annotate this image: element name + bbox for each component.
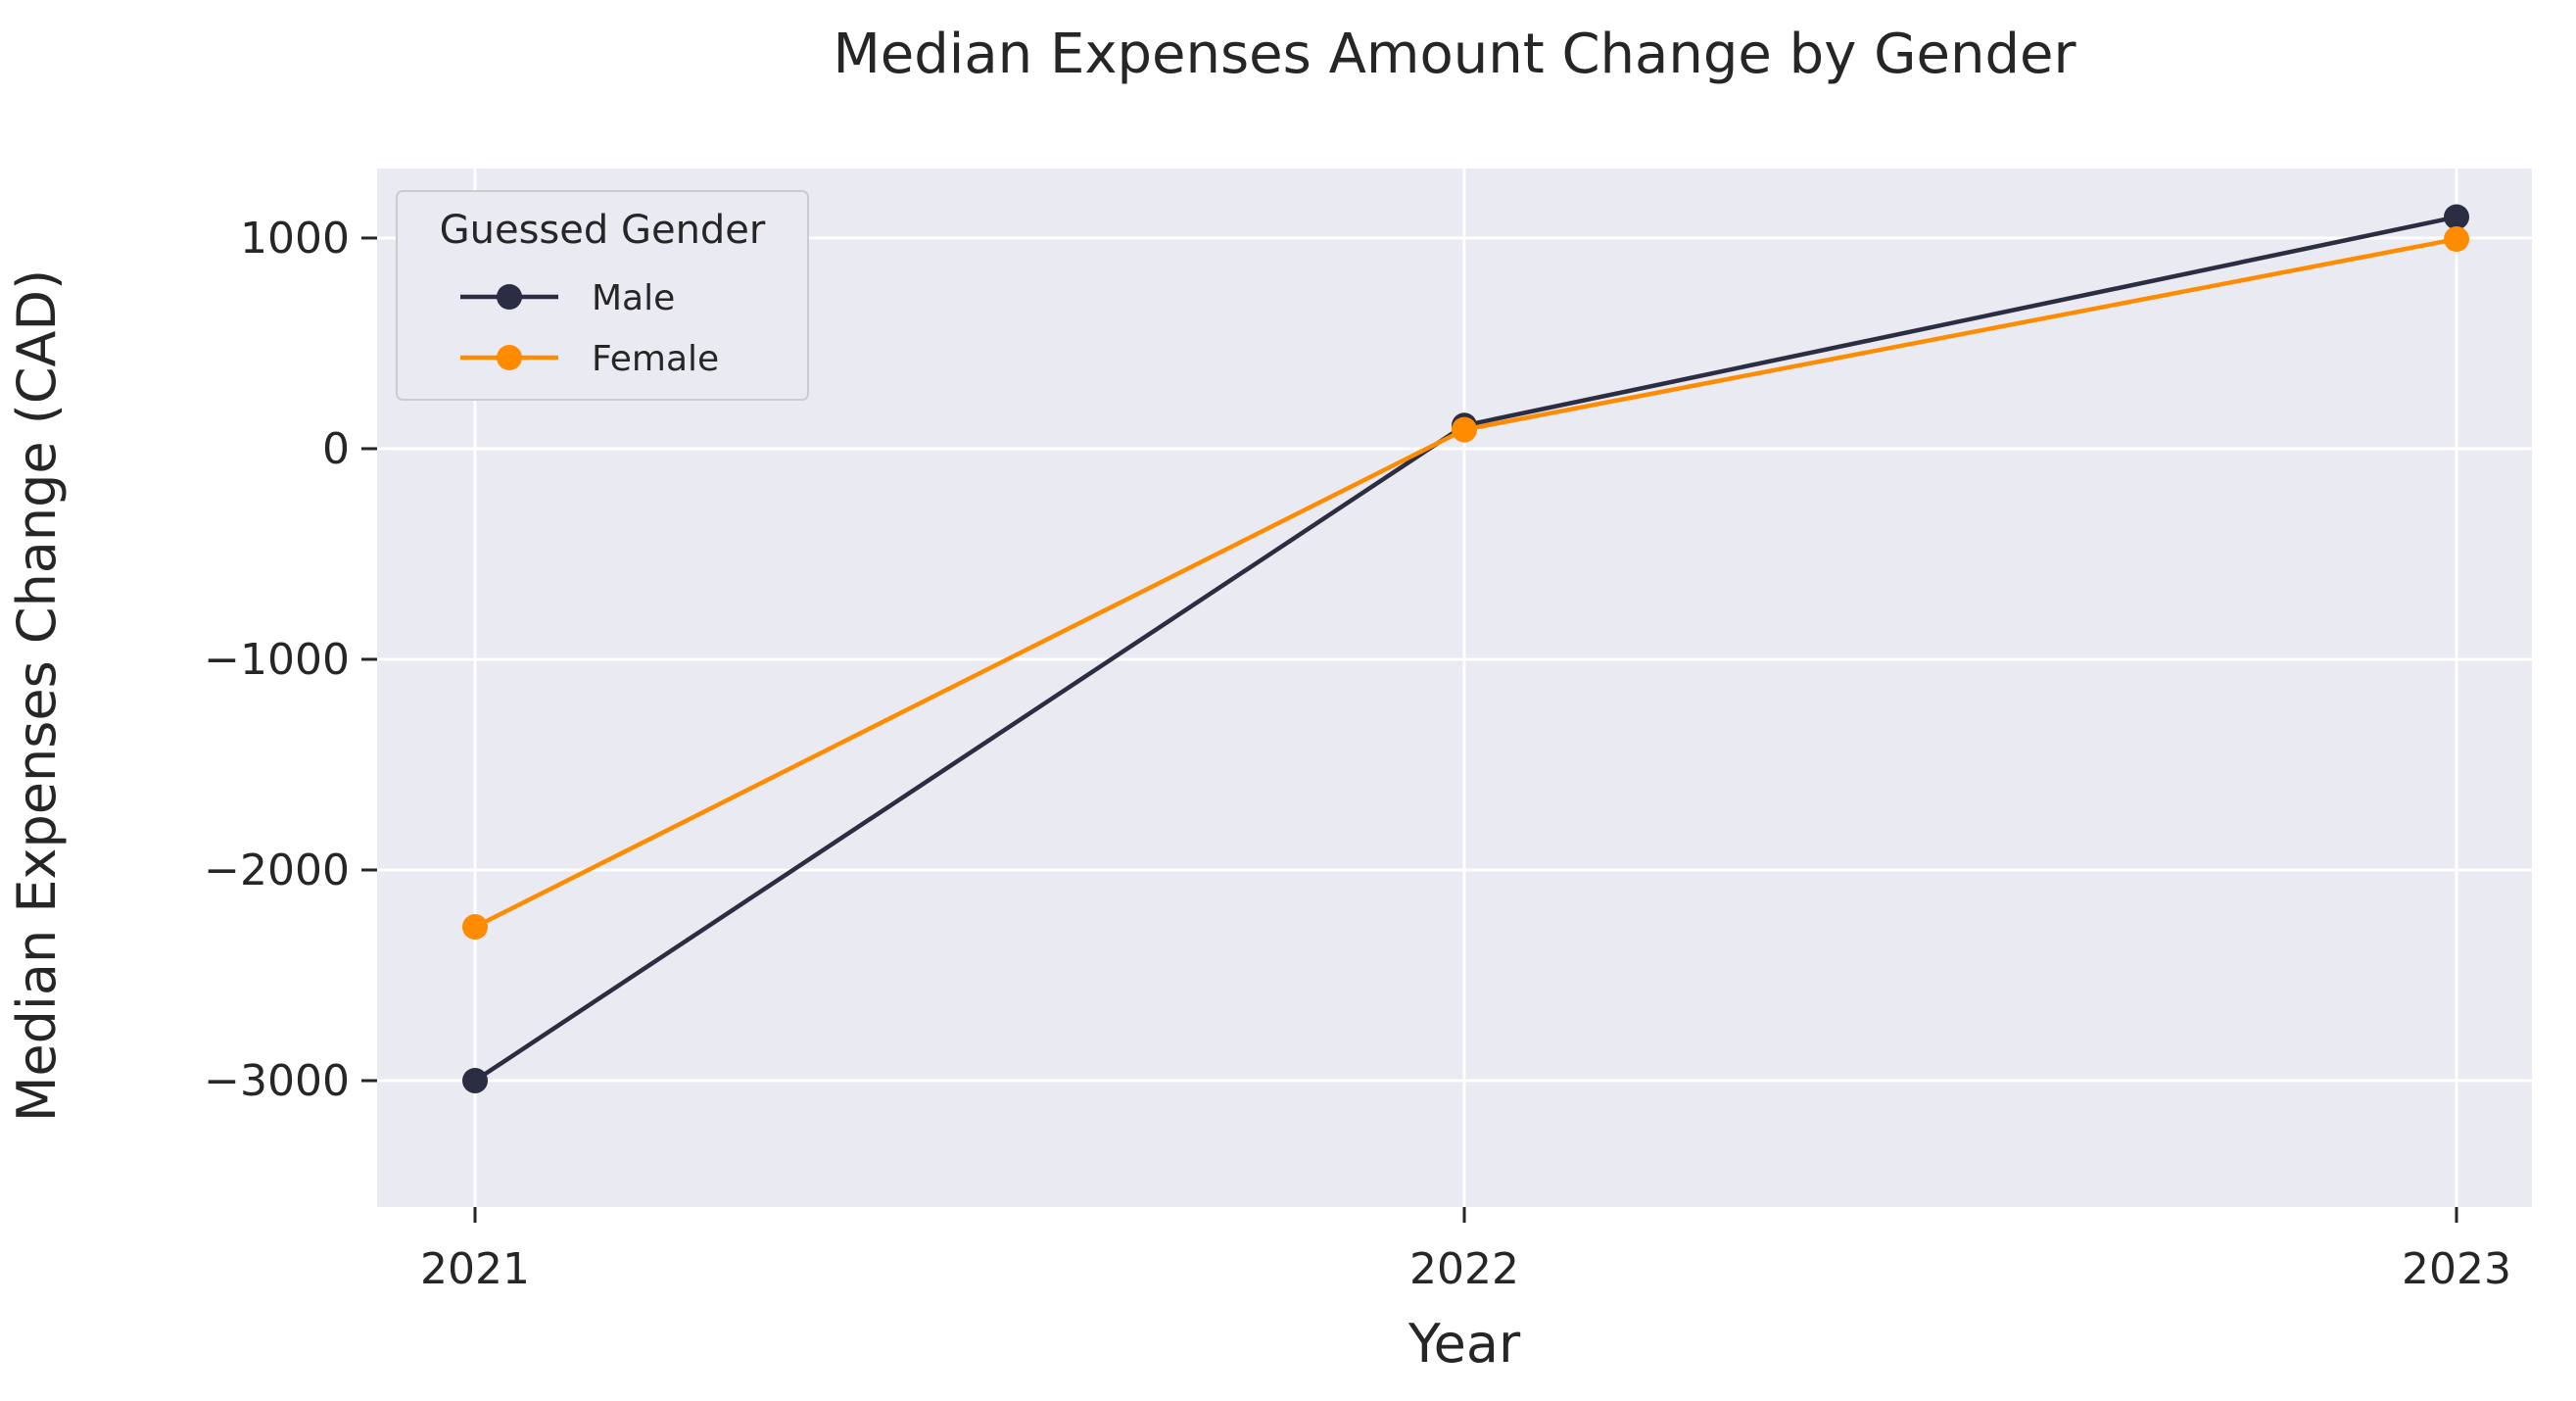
grid xyxy=(377,169,2532,1207)
legend-title: Guessed Gender xyxy=(440,208,766,253)
data-point-male xyxy=(462,1067,488,1093)
legend-label-female: Female xyxy=(592,339,719,379)
x-tick-label: 2021 xyxy=(420,1244,530,1294)
y-tick-label: −1000 xyxy=(204,635,350,685)
data-point-female xyxy=(1452,416,1477,443)
y-tick-label: −3000 xyxy=(204,1056,350,1106)
legend-marker-female xyxy=(497,345,522,370)
axis-ticks: −3000 −2000 −1000 0 1000 2021 2022 2023 xyxy=(204,214,2511,1294)
x-axis-label: Year xyxy=(1407,1313,1521,1375)
y-tick-label: 0 xyxy=(322,424,350,474)
legend-label-male: Male xyxy=(592,278,675,318)
data-point-male xyxy=(2444,204,2469,230)
y-tick-label: 1000 xyxy=(240,214,350,264)
legend-box xyxy=(396,190,809,401)
series-lines xyxy=(462,204,2469,1093)
legend: Guessed Gender Male Female xyxy=(396,190,809,401)
data-point-female xyxy=(462,914,488,941)
y-tick-label: −2000 xyxy=(204,845,350,895)
chart-title: Median Expenses Amount Change by Gender xyxy=(833,23,2076,86)
x-tick-label: 2023 xyxy=(2402,1244,2511,1294)
x-tick-label: 2022 xyxy=(1409,1244,1519,1294)
legend-marker-male xyxy=(497,284,522,310)
y-axis-label: Median Expenses Change (CAD) xyxy=(6,269,68,1122)
data-point-female xyxy=(2444,226,2469,253)
